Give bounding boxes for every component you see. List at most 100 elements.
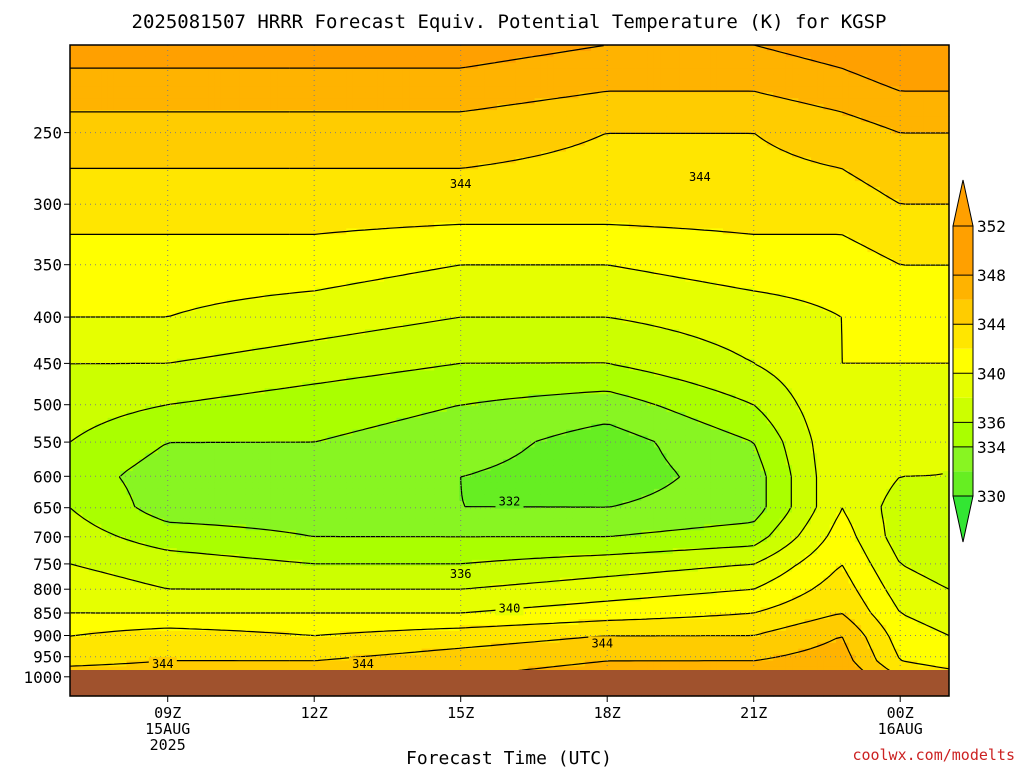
band-cell — [139, 68, 146, 76]
band-cell — [886, 104, 894, 111]
band-cell — [465, 121, 473, 129]
band-cell — [848, 80, 856, 88]
band-cell — [886, 121, 894, 129]
band-cell — [440, 216, 448, 224]
band-cell — [409, 198, 416, 206]
band-cell — [503, 222, 511, 230]
band-cell — [484, 62, 492, 70]
band-cell — [760, 98, 768, 105]
band-cell — [120, 74, 128, 82]
band-cell — [942, 110, 950, 117]
band-cell — [748, 240, 755, 247]
band-cell — [735, 228, 743, 235]
band-cell — [540, 86, 548, 93]
band-cell — [484, 92, 492, 99]
band-cell — [892, 68, 900, 76]
band-cell — [754, 198, 762, 206]
band-cell — [302, 252, 310, 259]
band-cell — [553, 252, 561, 259]
band-cell — [566, 157, 573, 164]
band-cell — [679, 187, 686, 194]
band-cell — [126, 92, 134, 99]
band-cell — [183, 68, 190, 76]
band-cell — [685, 234, 693, 241]
band-cell — [139, 116, 146, 123]
band-cell — [635, 145, 642, 153]
band-cell — [729, 151, 737, 159]
band-cell — [302, 50, 310, 58]
band-cell — [892, 116, 900, 123]
band-cell — [528, 151, 536, 159]
band-cell — [446, 86, 454, 93]
band-cell — [760, 192, 768, 200]
band-cell — [578, 192, 586, 200]
band-cell — [283, 181, 291, 188]
band-cell — [641, 187, 649, 194]
band-cell — [252, 68, 259, 76]
band-cell — [195, 104, 203, 111]
band-cell — [195, 175, 203, 182]
band-cell — [628, 210, 636, 218]
band-cell — [609, 127, 617, 135]
band-cell — [622, 192, 630, 200]
band-cell — [722, 157, 730, 164]
band-cell — [704, 204, 712, 212]
band-cell — [390, 222, 398, 230]
band-cell — [226, 92, 234, 99]
band-cell — [672, 74, 680, 82]
band-cell — [873, 56, 881, 64]
band-cell — [145, 216, 153, 224]
band-cell — [879, 222, 887, 230]
band-cell — [842, 139, 850, 147]
band-cell — [233, 252, 241, 259]
band-cell — [547, 121, 555, 129]
band-cell — [277, 56, 285, 64]
band-cell — [879, 210, 887, 218]
band-cell — [145, 204, 153, 212]
band-cell — [396, 151, 404, 159]
band-cell — [88, 234, 96, 241]
band-cell — [515, 50, 523, 58]
band-cell — [867, 50, 875, 58]
band-cell — [779, 110, 787, 117]
band-cell — [415, 104, 423, 111]
band-cell — [283, 127, 291, 135]
band-cell — [660, 98, 668, 105]
band-cell — [741, 157, 749, 164]
band-cell — [396, 80, 404, 88]
band-cell — [641, 133, 649, 141]
band-cell — [296, 175, 303, 182]
band-cell — [208, 45, 216, 52]
band-cell — [145, 198, 153, 206]
band-cell — [547, 204, 555, 212]
band-cell — [339, 92, 347, 99]
band-cell — [930, 133, 938, 141]
band-cell — [95, 240, 102, 247]
band-cell — [515, 187, 523, 194]
band-cell — [120, 80, 128, 88]
band-cell — [660, 210, 668, 218]
band-cell — [226, 192, 234, 200]
band-cell — [697, 139, 705, 147]
band-cell — [729, 216, 737, 224]
band-cell — [597, 62, 605, 70]
band-cell — [409, 210, 416, 218]
band-cell — [566, 86, 573, 93]
band-cell — [302, 62, 310, 70]
band-cell — [854, 121, 862, 129]
band-cell — [766, 68, 774, 76]
band-cell — [446, 145, 454, 153]
band-cell — [553, 133, 561, 141]
band-cell — [465, 246, 473, 253]
band-cell — [729, 222, 737, 230]
band-cell — [170, 181, 178, 188]
band-cell — [101, 240, 109, 247]
band-cell — [716, 121, 724, 129]
band-cell — [296, 187, 303, 194]
band-cell — [553, 181, 561, 188]
band-cell — [164, 198, 172, 206]
band-cell — [484, 228, 492, 235]
band-cell — [867, 62, 875, 70]
band-cell — [170, 133, 178, 141]
band-cell — [936, 204, 944, 212]
